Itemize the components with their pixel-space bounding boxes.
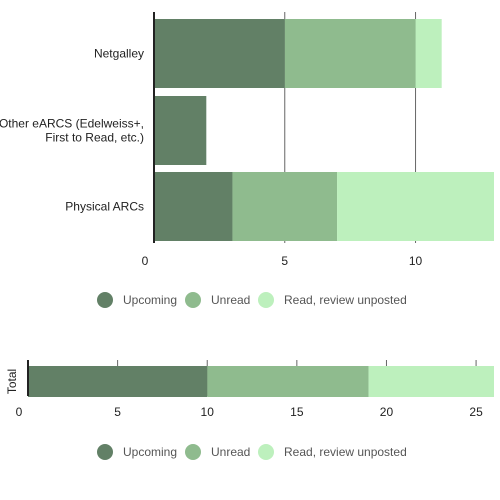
legend-label-upcoming: Upcoming xyxy=(123,445,177,459)
x-tick-label-20: 20 xyxy=(380,405,394,419)
x-tick-label-10: 10 xyxy=(409,254,423,268)
category-label-other-earcs-edelweiss: Other eARCS (Edelweiss+, First to Read, e… xyxy=(0,117,144,145)
legend-item-read-review-unposted: Read, review unposted xyxy=(258,292,407,308)
chart-arcs-total: Total 0 5 10 15 20 25 Upcoming Unread Read, revie… xyxy=(5,360,494,460)
legend-swatch-unread xyxy=(185,444,201,460)
bar-physical-arcs-unread xyxy=(232,172,338,241)
legend-item-unread: Unread xyxy=(185,292,250,308)
legend-label-read-review-unposted: Read, review unposted xyxy=(284,293,407,307)
x-tick-label-0: 0 xyxy=(142,254,149,268)
bar-other-earcs-edelweiss-upcoming xyxy=(154,96,207,165)
bar-netgalley-upcoming xyxy=(154,19,285,88)
legend-label-read-review-unposted: Read, review unposted xyxy=(284,445,407,459)
legend-item-unread: Unread xyxy=(185,444,250,460)
category-label-total: Total xyxy=(5,369,19,394)
bar-total-unread xyxy=(207,366,369,397)
bar-physical-arcs-read-review-unposted xyxy=(337,172,494,241)
x-tick-label-0: 0 xyxy=(16,405,23,419)
bar-total-upcoming xyxy=(28,366,208,397)
x-tick-label-15: 15 xyxy=(290,405,304,419)
legend-item-read-review-unposted: Read, review unposted xyxy=(258,444,407,460)
x-tick-label-5: 5 xyxy=(281,254,288,268)
bar-physical-arcs-upcoming xyxy=(154,172,233,241)
category-label-physical-arcs: Physical ARCs xyxy=(65,200,144,214)
legend-swatch-read-review-unposted xyxy=(258,292,274,308)
legend-label-upcoming: Upcoming xyxy=(123,293,177,307)
legend-label-unread: Unread xyxy=(211,293,250,307)
x-tick-label-5: 5 xyxy=(114,405,121,419)
legend-swatch-upcoming xyxy=(97,292,113,308)
x-tick-label-25: 25 xyxy=(469,405,483,419)
legend-swatch-read-review-unposted xyxy=(258,444,274,460)
legend-item-upcoming: Upcoming xyxy=(97,444,177,460)
category-label-netgalley: Netgalley xyxy=(94,47,144,61)
bar-netgalley-read-review-unposted xyxy=(415,19,442,88)
legend-swatch-unread xyxy=(185,292,201,308)
legend-label-unread: Unread xyxy=(211,445,250,459)
chart-arcs-by-source: Netgalley Other eARCS (Edelweiss+, First t… xyxy=(0,12,494,308)
legend-swatch-upcoming xyxy=(97,444,113,460)
legend-item-upcoming: Upcoming xyxy=(97,292,177,308)
bar-netgalley-unread xyxy=(284,19,416,88)
bar-total-read-review-unposted xyxy=(368,366,494,397)
x-tick-label-10: 10 xyxy=(201,405,215,419)
